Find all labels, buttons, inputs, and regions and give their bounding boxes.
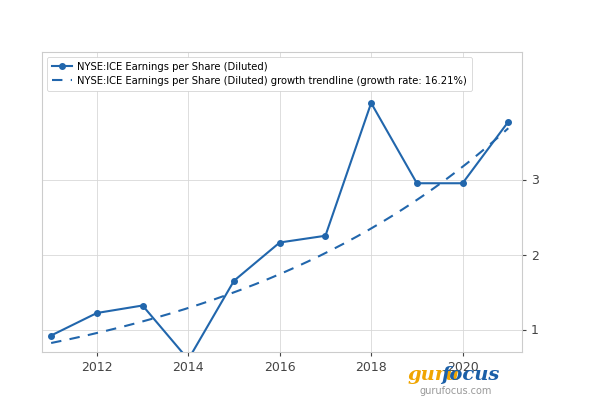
Text: 4.32: 4.32 — [539, 114, 565, 124]
Text: 3.77: 3.77 — [539, 108, 565, 118]
Text: focus: focus — [441, 366, 499, 384]
Legend: NYSE:ICE Earnings per Share (Diluted), NYSE:ICE Earnings per Share (Diluted) gro: NYSE:ICE Earnings per Share (Diluted), N… — [47, 57, 472, 91]
Text: gurufocus.com: gurufocus.com — [420, 386, 492, 396]
Text: guru: guru — [408, 366, 460, 384]
Text: earni: earni — [541, 126, 563, 135]
Text: unde: unde — [541, 132, 563, 142]
